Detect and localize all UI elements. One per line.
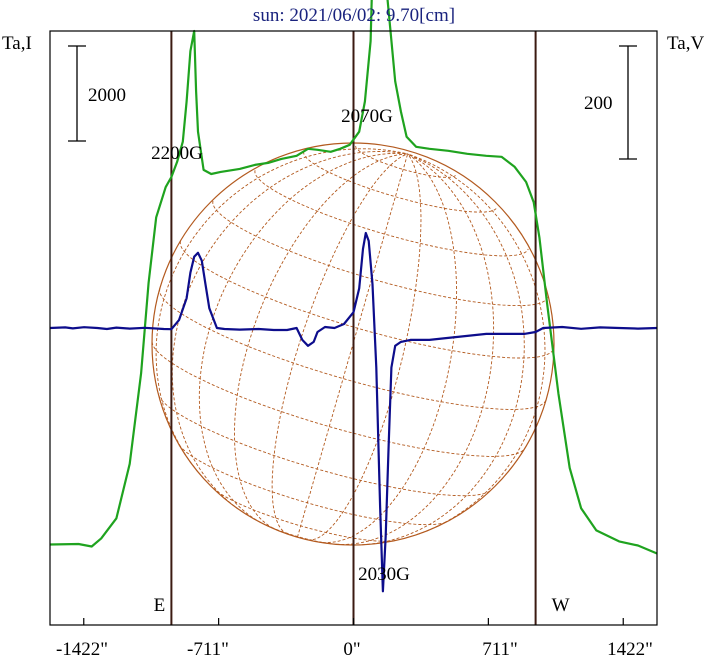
latitude-line	[151, 341, 525, 457]
x-tick-label: 711"	[482, 639, 518, 660]
longitude-line	[407, 153, 546, 536]
series-line-V	[49, 231, 658, 593]
longitude-line	[357, 153, 525, 546]
latitude-line	[212, 488, 395, 542]
solar-disk-overlay	[151, 142, 555, 546]
latitude-line	[212, 200, 549, 307]
longitude-line	[336, 153, 495, 545]
field-strength-annotation: 2200G	[151, 143, 203, 164]
longitude-line	[171, 151, 408, 513]
y-axis-label-left: Ta,I	[2, 33, 32, 54]
chart-title: sun: 2021/06/02: 9.70[cm]	[253, 5, 455, 26]
y-axis-label-right: Ta,V	[667, 33, 704, 54]
limb-label-W: W	[552, 595, 570, 616]
x-tick-label: 1422"	[607, 639, 653, 660]
field-strength-annotation: 2030G	[358, 564, 410, 585]
longitude-line	[198, 152, 408, 523]
field-strength-annotation: 2070G	[341, 106, 393, 127]
scale-bar-left-label: 2000	[88, 85, 126, 106]
longitude-line	[317, 153, 458, 544]
latitude-line	[179, 241, 555, 359]
longitude-line	[297, 153, 409, 538]
limb-label-E: E	[154, 595, 166, 616]
x-tick-label: -1422"	[56, 639, 108, 660]
scale-bar-right-label: 200	[584, 93, 613, 114]
latitude-line	[303, 151, 498, 213]
series-layer	[49, 0, 658, 593]
longitude-line	[234, 153, 408, 531]
longitude-line	[271, 153, 408, 535]
longitude-line	[155, 148, 408, 472]
latitude-line	[178, 444, 447, 526]
x-tick-label: 0"	[343, 639, 360, 660]
longitude-line	[307, 153, 422, 541]
x-tick-label: -711"	[187, 639, 229, 660]
chart-text-layer: sun: 2021/06/02: 9.70[cm] Ta,I Ta,V 2000 200…	[2, 5, 704, 660]
plot-frame	[49, 30, 658, 626]
series-line-I	[49, 0, 658, 555]
latitude-line	[254, 170, 529, 257]
